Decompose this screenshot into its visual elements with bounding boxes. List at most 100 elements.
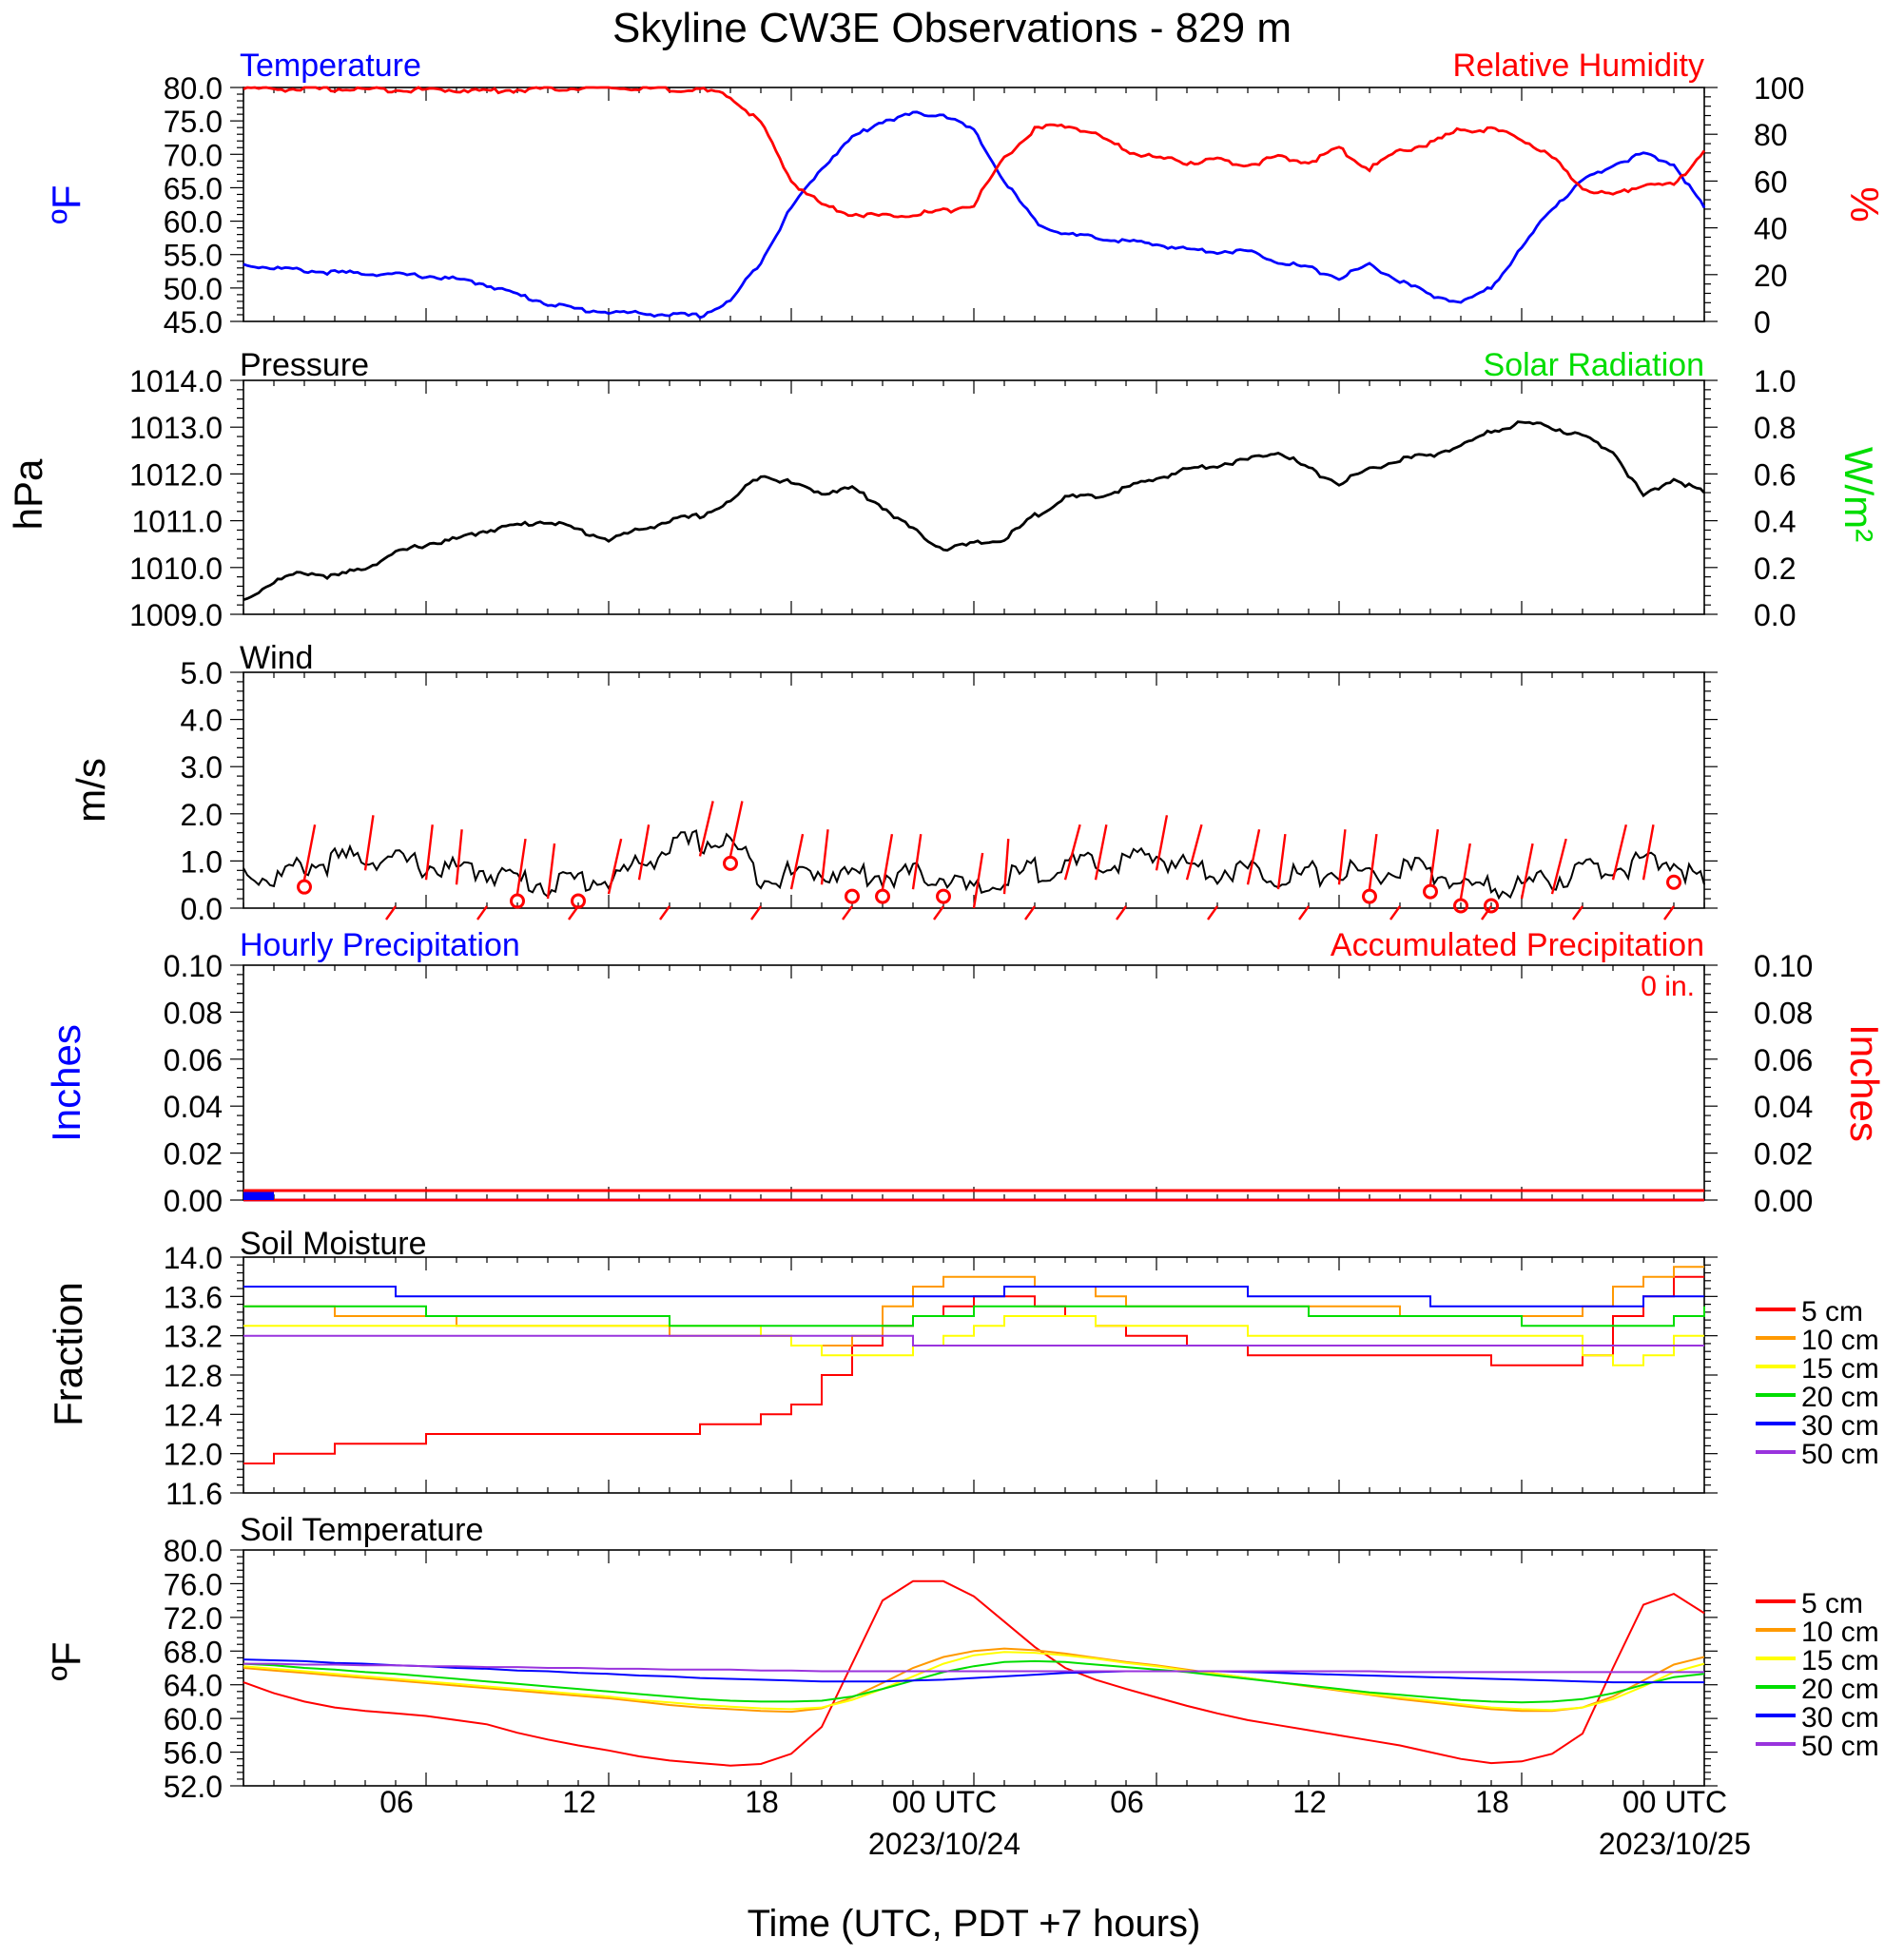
- calm-marker: [297, 879, 312, 895]
- panel-wind: Wind m/s: [68, 640, 313, 823]
- y-tick-label: 56.0: [164, 1736, 223, 1771]
- series-line-30-cm: [243, 1658, 1704, 1684]
- plot-frame: [243, 671, 1705, 909]
- date-label: 2023/10/24: [868, 1827, 1020, 1861]
- y-tick-label-right: 0.2: [1754, 552, 1796, 586]
- y-tick-label: 52.0: [164, 1770, 223, 1804]
- wind-barb: [1428, 829, 1440, 885]
- y-tick-label: 76.0: [164, 1567, 223, 1601]
- accumulated-total: 0 in.: [1641, 971, 1695, 1002]
- y-tick-label-right: 0.00: [1754, 1184, 1813, 1218]
- panel-plot-1: 1014.0 1013.0 1012.0 1011.0 1010.0 1009.0 1.0 0…: [129, 364, 1796, 632]
- figure-title: Skyline CW3E Observations - 829 m: [612, 5, 1292, 51]
- panel-soil-temperature: Soil Temperature ºF: [44, 1512, 483, 1681]
- legend-label: 30 cm: [1801, 1410, 1879, 1442]
- y-tick-label: 1014.0: [129, 364, 223, 398]
- plot-frame: [243, 379, 1705, 615]
- series-line-10-cm: [243, 1647, 1705, 1714]
- y-tick-label: 14.0: [164, 1241, 223, 1275]
- series-line-50-cm: [243, 1334, 1704, 1347]
- wind-title: Wind: [240, 640, 313, 676]
- calm-marker: [1666, 874, 1681, 890]
- y-tick-label: 75.0: [164, 105, 223, 139]
- wind-barb: [1611, 823, 1628, 881]
- wind-barb: [1459, 843, 1471, 900]
- wind-barb: [1337, 829, 1347, 885]
- y-tick-label-right: 0.08: [1754, 996, 1813, 1030]
- wind-barb: [1094, 824, 1108, 881]
- y-tick-label: 1012.0: [129, 457, 223, 492]
- wind-barb: [1663, 905, 1675, 920]
- x-axis-title: Time (UTC, PDT +7 hours): [748, 1903, 1201, 1945]
- wind-barb: [820, 829, 829, 885]
- y-tick-label: 55.0: [164, 239, 223, 273]
- panel-precipitation: Hourly Precipitation Accumulated Precipi…: [44, 927, 1887, 1142]
- calm-marker: [1362, 888, 1377, 904]
- wind-barb: [363, 815, 375, 871]
- y-tick-label-right: 0.6: [1754, 457, 1796, 492]
- calm-marker: [936, 888, 951, 904]
- wind-barb: [1298, 905, 1310, 920]
- humidity-axis-label: %: [1842, 186, 1887, 222]
- wind-barb: [729, 801, 744, 857]
- panel-soil-moisture: Soil Moisture Fraction: [46, 1226, 427, 1426]
- series-line-5-cm: [243, 1275, 1704, 1464]
- y-tick-label-right: 0: [1754, 305, 1771, 339]
- series-line-pressure: [243, 420, 1706, 602]
- wind-barb: [698, 801, 714, 857]
- y-tick-label: 1009.0: [129, 598, 223, 632]
- calm-marker: [723, 855, 738, 871]
- pressure-title: Pressure: [240, 347, 369, 383]
- hourly-precip-title: Hourly Precipitation: [240, 927, 520, 963]
- y-tick-label: 70.0: [164, 138, 223, 172]
- x-tick-label: 18: [1475, 1785, 1509, 1819]
- calm-marker: [875, 888, 890, 904]
- soil-temperature-axis-label: ºF: [44, 1642, 88, 1681]
- x-tick-label: 18: [745, 1785, 779, 1819]
- legend-label: 50 cm: [1801, 1731, 1879, 1762]
- wind-barb: [607, 838, 623, 895]
- series-line-relative-humidity: [243, 86, 1706, 219]
- y-tick-label-right: 0.10: [1754, 949, 1813, 983]
- panel-plot-0: 80.075.070.065.060.055.050.045.0 100 80 60 4…: [164, 71, 1805, 339]
- wind-barb: [1185, 823, 1203, 881]
- x-tick-label: 12: [1292, 1785, 1327, 1819]
- plot-frame: [243, 1256, 1705, 1494]
- humidity-title: Relative Humidity: [1452, 48, 1704, 84]
- y-tick-label: 1013.0: [129, 411, 223, 445]
- y-tick-label: 1011.0: [132, 505, 223, 539]
- y-tick-label: 13.6: [164, 1280, 223, 1314]
- wind-barb: [1207, 905, 1218, 920]
- y-tick-label: 72.0: [164, 1601, 223, 1636]
- accumulated-precip-axis-label: Inches: [1842, 1024, 1887, 1142]
- y-tick-label-right: 0.0: [1754, 598, 1796, 632]
- date-label: 2023/10/25: [1599, 1827, 1751, 1861]
- y-tick-label: 0.06: [164, 1043, 223, 1077]
- accumulated-precip-title: Accumulated Precipitation: [1331, 927, 1704, 963]
- y-tick-label: 5.0: [181, 656, 223, 690]
- y-tick-label: 3.0: [181, 750, 223, 785]
- legend-label: 30 cm: [1801, 1702, 1879, 1734]
- calm-marker: [1453, 898, 1468, 914]
- legend-label: 20 cm: [1801, 1674, 1879, 1705]
- wind-barb: [1368, 834, 1378, 890]
- y-tick-label: 64.0: [164, 1669, 223, 1703]
- y-tick-label: 2.0: [181, 798, 223, 832]
- y-tick-label-right: 1.0: [1754, 364, 1796, 398]
- y-tick-label: 0.08: [164, 996, 223, 1030]
- panel-temperature-humidity: Temperature Relative Humidity ºF %: [44, 48, 1887, 224]
- legend-label: 10 cm: [1801, 1617, 1879, 1648]
- x-tick-label: 00 UTC: [892, 1785, 997, 1819]
- legend-label: 50 cm: [1801, 1439, 1879, 1470]
- wind-barb: [385, 905, 397, 920]
- series-line-50-cm: [243, 1662, 1704, 1674]
- x-tick-label: 12: [562, 1785, 596, 1819]
- y-tick-label: 0.04: [164, 1090, 223, 1124]
- wind-barb: [1024, 905, 1036, 920]
- wind-barb: [1572, 905, 1583, 920]
- y-tick-label: 0.00: [164, 1184, 223, 1218]
- y-tick-label: 12.8: [164, 1359, 223, 1393]
- legend-label: 5 cm: [1801, 1588, 1863, 1619]
